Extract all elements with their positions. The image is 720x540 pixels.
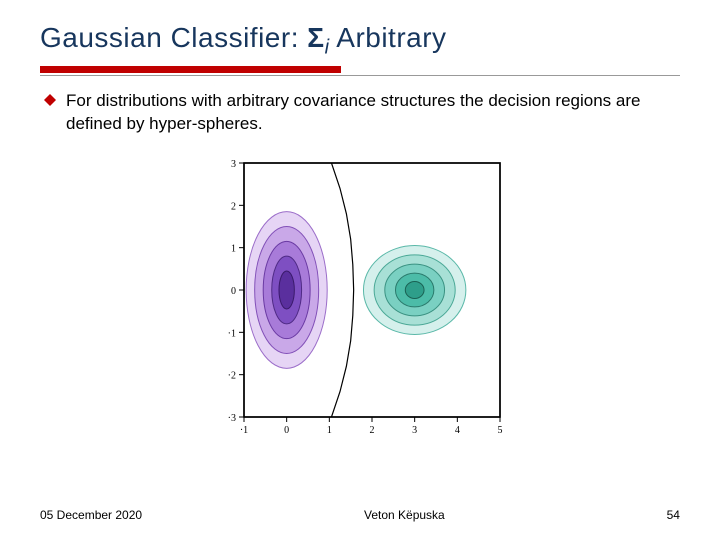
diamond-bullet-icon: [44, 94, 56, 106]
svg-text:2: 2: [231, 202, 236, 213]
gaussian-contour-plot: ·1 0 1 2 3 4 5 ·3 ·2 ·1 0 1 2 3: [210, 153, 510, 443]
svg-text:0: 0: [284, 425, 289, 436]
title-sigma: Σ: [307, 22, 324, 53]
svg-text:5: 5: [498, 425, 503, 436]
bullet-item: For distributions with arbitrary covaria…: [40, 90, 680, 136]
rule-thick: [40, 66, 341, 73]
title-suffix: Arbitrary: [330, 22, 447, 53]
svg-text:4: 4: [455, 425, 460, 436]
svg-text:2: 2: [370, 425, 375, 436]
title-prefix: Gaussian Classifier:: [40, 22, 307, 53]
footer-page: 54: [667, 508, 680, 522]
svg-text:·2: ·2: [228, 371, 236, 382]
figure-container: ·1 0 1 2 3 4 5 ·3 ·2 ·1 0 1 2 3: [40, 153, 680, 443]
footer-author: Veton Këpuska: [364, 508, 445, 522]
footer-date: 05 December 2020: [40, 508, 142, 522]
svg-text:3: 3: [412, 425, 417, 436]
svg-text:3: 3: [231, 159, 236, 170]
title-rule: [40, 66, 680, 76]
svg-text:·3: ·3: [228, 413, 236, 424]
slide-footer: 05 December 2020 Veton Këpuska 54: [40, 508, 680, 522]
svg-text:1: 1: [327, 425, 332, 436]
svg-text:0: 0: [231, 286, 236, 297]
svg-text:1: 1: [231, 244, 236, 255]
svg-text:·1: ·1: [240, 425, 248, 436]
rule-thin: [40, 75, 680, 76]
slide-title: Gaussian Classifier: Σi Arbitrary: [40, 22, 680, 60]
bullet-text: For distributions with arbitrary covaria…: [66, 90, 680, 136]
svg-text:·1: ·1: [228, 329, 236, 340]
